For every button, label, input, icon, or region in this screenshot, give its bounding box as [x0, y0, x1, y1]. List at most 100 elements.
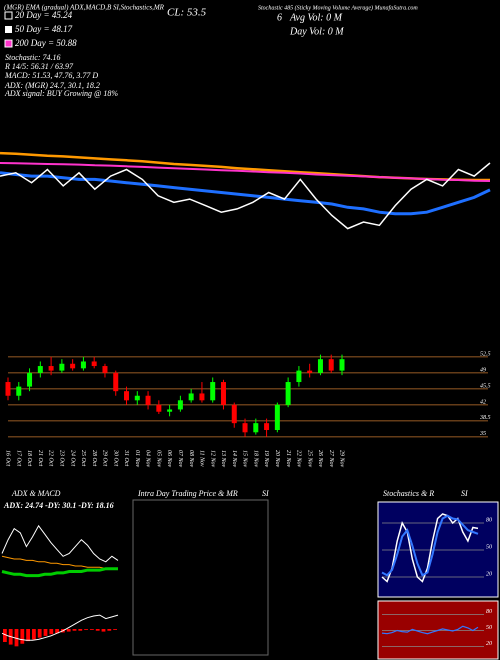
candle-body [339, 359, 345, 371]
x-tick-label: 06 Nov [166, 450, 172, 468]
x-tick-label: 21 Oct [37, 450, 43, 466]
candle-body [210, 382, 216, 401]
panel-title: Stochastics & R [383, 489, 434, 498]
legend-entry: 50 Day = 48.17 [15, 24, 73, 34]
series-line [1, 614, 119, 641]
x-tick-label: 13 Nov [220, 450, 226, 468]
x-tick-label: 15 Nov [242, 450, 248, 468]
candle-body [220, 382, 226, 405]
y-tick-label: 35 [479, 431, 486, 437]
candle-body [188, 393, 194, 401]
bar [14, 629, 19, 647]
indicator-text: MACD: 51.53, 47.76, 3.77 D [4, 71, 98, 80]
series-line [0, 171, 491, 216]
day-volume: Day Vol: 0 M [289, 26, 344, 37]
bar [66, 629, 71, 632]
series-line [381, 514, 479, 577]
legend-swatch [5, 26, 12, 33]
y-tick-label: 20 [486, 571, 492, 577]
x-tick-label: 14 Nov [231, 450, 238, 468]
candle-body [156, 404, 162, 412]
bar [107, 629, 112, 631]
candle-body [80, 361, 86, 369]
x-tick-label: 04 Nov [145, 450, 152, 468]
legend-swatch [4, 39, 13, 48]
candle-body [167, 409, 173, 412]
x-tick-label: 07 Nov [177, 450, 183, 468]
candle-body [285, 382, 291, 405]
x-tick-label: 28 Oct [91, 450, 97, 466]
indicator-text: R 14/5: 56.31 / 63.97 [4, 62, 74, 71]
bar [43, 629, 48, 636]
candle-body [134, 395, 140, 401]
bar [84, 629, 88, 630]
header-text: Stochastic 485 (Sticky Moving Volume Ave… [258, 4, 418, 11]
x-tick-label: 17 Oct [15, 450, 21, 466]
bar [55, 629, 59, 634]
legend-entry: 200 Day = 50.88 [15, 38, 77, 48]
candle-body [253, 423, 259, 433]
x-tick-label: 24 Oct [69, 450, 76, 466]
candle-body [5, 382, 11, 396]
bar [78, 629, 83, 631]
intraday-panel [132, 499, 269, 656]
series-line [1, 524, 119, 563]
x-tick-label: 23 Oct [58, 450, 64, 466]
y-tick-label: 50 [486, 625, 492, 631]
series-line [1, 567, 118, 578]
bar [113, 629, 117, 630]
header-text: (MGR) EMA (gradual) ADX,MACD,B SI,Stocha… [4, 4, 165, 12]
adx-text: ADX: 24.74 -DY: 30.1 -DY: 18.16 [3, 501, 114, 510]
y-tick-label: 38.5 [479, 415, 491, 421]
x-tick-label: 16 Oct [5, 450, 11, 466]
candle-body [274, 404, 280, 431]
candle-body [307, 370, 313, 373]
candle-body [264, 423, 270, 431]
indicator-text: ADX signal: BUY Growing @ 18% [4, 89, 118, 98]
legend-entry: 20 Day = 45.24 [15, 10, 73, 20]
x-tick-label: 18 Oct [26, 450, 32, 466]
series-line [0, 162, 491, 230]
legend-swatch [4, 11, 13, 20]
y-tick-label: 80 [486, 609, 492, 615]
x-tick-label: 25 Oct [80, 450, 86, 466]
series-line [0, 162, 491, 182]
candle-body [328, 359, 334, 371]
x-tick-label: 18 Nov [252, 450, 258, 468]
candle-body [48, 366, 54, 371]
candle-body [27, 372, 33, 387]
indicator-text: Stochastic: 74.16 [5, 53, 61, 62]
bar [95, 629, 100, 631]
series-line [381, 625, 479, 635]
candle-body [91, 361, 97, 367]
bar [72, 629, 77, 631]
candle-body [199, 393, 205, 401]
y-tick-label: 20 [486, 641, 492, 647]
bar [49, 629, 54, 635]
candle-body [296, 370, 302, 383]
x-tick-label: 26 Nov [317, 450, 323, 468]
x-tick-label: 12 Nov [209, 450, 215, 468]
x-tick-label: 29 Nov [339, 450, 345, 468]
x-tick-label: 05 Nov [155, 450, 161, 468]
candle-body [124, 391, 130, 401]
avg-volume: Avg Vol: 0 M [289, 12, 343, 23]
panel-title: SI [461, 489, 468, 498]
bar [32, 629, 36, 640]
candle-body [70, 363, 76, 369]
panel-title: ADX & MACD [11, 489, 61, 498]
candle-body [37, 366, 43, 373]
y-tick-label: 42 [480, 398, 486, 405]
y-tick-label: 52.5 [480, 351, 491, 357]
candle-body [102, 366, 108, 373]
candle-body [177, 400, 183, 410]
series-line [1, 555, 118, 570]
y-tick-label: 45.5 [480, 382, 491, 389]
close-price: CL: 53.5 [167, 7, 207, 19]
candle-body [16, 386, 22, 396]
candle-body [231, 404, 237, 424]
x-tick-label: 19 Nov [263, 450, 269, 468]
candle-body [59, 363, 65, 371]
x-tick-label: 01 Nov [134, 450, 140, 468]
